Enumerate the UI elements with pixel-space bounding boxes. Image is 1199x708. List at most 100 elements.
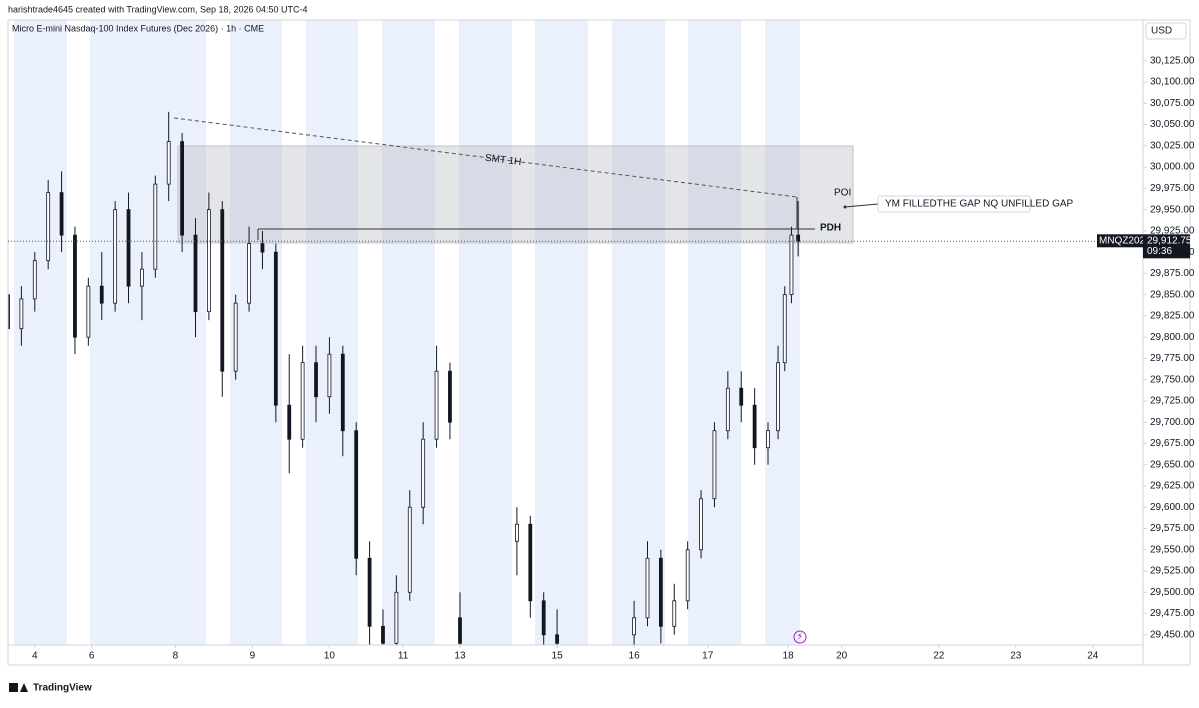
candle-body bbox=[541, 600, 546, 636]
poi-label: POI bbox=[834, 188, 851, 199]
candle-body bbox=[327, 353, 332, 398]
x-tick-label: 22 bbox=[933, 651, 945, 662]
y-tick-label: 29,450.00 bbox=[1150, 629, 1195, 640]
candle-body bbox=[19, 298, 24, 330]
attribution: harishtrade4645 created with TradingView… bbox=[8, 4, 308, 14]
candle-body bbox=[220, 209, 225, 372]
candle-body bbox=[645, 557, 650, 619]
x-tick-label: 9 bbox=[250, 651, 256, 662]
brand-logo bbox=[9, 683, 28, 692]
symbol-title: Micro E-mini Nasdaq-100 Index Futures (D… bbox=[12, 23, 264, 33]
candle-body bbox=[354, 430, 359, 559]
note-dot bbox=[843, 205, 847, 209]
x-tick-label: 6 bbox=[89, 651, 95, 662]
note-text: YM FILLEDTHE GAP NQ UNFILLED GAP bbox=[885, 199, 1074, 210]
poi-zone bbox=[177, 145, 854, 244]
last-price-label: 29,912.75 bbox=[1147, 235, 1192, 246]
candle-body bbox=[458, 617, 462, 644]
candle-body bbox=[394, 591, 399, 644]
countdown-label: 09:36 bbox=[1147, 246, 1172, 257]
candle-body bbox=[287, 404, 292, 440]
candle-body bbox=[32, 260, 37, 300]
y-tick-label: 29,725.00 bbox=[1150, 396, 1195, 407]
y-tick-label: 29,850.00 bbox=[1150, 289, 1195, 300]
candle-body bbox=[776, 362, 780, 432]
x-tick-label: 20 bbox=[836, 651, 848, 662]
y-tick-label: 29,775.00 bbox=[1150, 353, 1195, 364]
candle-body bbox=[206, 209, 211, 313]
x-tick-label: 8 bbox=[173, 651, 179, 662]
candle-body bbox=[381, 625, 385, 644]
ticker-label: MNQZ2026 bbox=[1099, 235, 1151, 246]
x-tick-label: 16 bbox=[629, 651, 641, 662]
y-tick-label: 30,075.00 bbox=[1150, 98, 1195, 109]
candle-body bbox=[140, 268, 144, 287]
note-pointer bbox=[844, 203, 879, 208]
y-tick-label: 29,800.00 bbox=[1150, 332, 1195, 343]
candle-body bbox=[126, 209, 131, 287]
y-tick-label: 29,525.00 bbox=[1150, 566, 1195, 577]
pdh-label: PDH bbox=[820, 223, 841, 234]
candle-body bbox=[789, 234, 794, 296]
candle-body bbox=[273, 251, 278, 406]
candle-body bbox=[233, 302, 238, 372]
candle-body bbox=[300, 362, 305, 440]
y-tick-label: 29,625.00 bbox=[1150, 481, 1195, 492]
x-tick-label: 17 bbox=[702, 651, 714, 662]
y-tick-label: 29,675.00 bbox=[1150, 438, 1195, 449]
event-icon-glyph[interactable]: ⚡ bbox=[796, 632, 803, 643]
candle-body bbox=[739, 387, 744, 406]
candle-body bbox=[113, 209, 118, 304]
currency[interactable]: USD bbox=[1151, 26, 1172, 37]
candle-body bbox=[528, 523, 533, 602]
candle-body bbox=[367, 557, 372, 627]
candle-body bbox=[782, 294, 787, 364]
y-tick-label: 30,125.00 bbox=[1150, 55, 1195, 66]
y-tick-label: 29,700.00 bbox=[1150, 417, 1195, 428]
candle-body bbox=[632, 617, 636, 636]
y-tick-label: 29,975.00 bbox=[1150, 183, 1195, 194]
x-tick-label: 15 bbox=[552, 651, 564, 662]
candle-body bbox=[407, 506, 412, 593]
candle-body bbox=[434, 370, 439, 440]
candle-body bbox=[796, 234, 801, 242]
candle-body bbox=[99, 285, 104, 304]
event-icon[interactable] bbox=[793, 630, 807, 644]
candle-body bbox=[658, 557, 663, 627]
candle-body bbox=[340, 353, 345, 432]
x-tick-label: 4 bbox=[32, 651, 38, 662]
candle-body bbox=[260, 243, 265, 253]
candle-body bbox=[555, 634, 559, 644]
candle-body bbox=[685, 549, 690, 602]
candle-body bbox=[86, 285, 91, 338]
x-tick-label: 23 bbox=[1010, 651, 1022, 662]
y-tick-label: 29,475.00 bbox=[1150, 608, 1195, 619]
currency-button[interactable] bbox=[1145, 22, 1187, 40]
y-tick-label: 29,925.00 bbox=[1150, 226, 1195, 237]
y-tick-label: 29,750.00 bbox=[1150, 374, 1195, 385]
candle-body bbox=[515, 523, 519, 542]
candle-body bbox=[153, 183, 158, 270]
y-tick-label: 29,500.00 bbox=[1150, 587, 1195, 598]
last-price-tag bbox=[1143, 234, 1190, 259]
y-tick-label: 30,050.00 bbox=[1150, 119, 1195, 130]
brand: TradingView bbox=[33, 683, 92, 694]
candle-body bbox=[448, 370, 452, 423]
candle-body bbox=[725, 387, 730, 432]
y-tick-label: 29,575.00 bbox=[1150, 523, 1195, 534]
candle-body bbox=[766, 430, 770, 449]
candle-body bbox=[699, 498, 703, 551]
y-tick-label: 30,025.00 bbox=[1150, 140, 1195, 151]
candle-body bbox=[166, 141, 171, 185]
candle-body bbox=[247, 243, 251, 304]
candle-body bbox=[8, 294, 10, 330]
y-tick-label: 29,650.00 bbox=[1150, 459, 1195, 470]
candle-body bbox=[752, 404, 757, 449]
candle-body bbox=[672, 600, 677, 627]
x-tick-label: 13 bbox=[454, 651, 466, 662]
candle-body bbox=[314, 362, 318, 398]
candles bbox=[8, 111, 801, 645]
smt-label: SMT 1H bbox=[484, 153, 522, 168]
ticker-tag bbox=[1097, 234, 1143, 248]
